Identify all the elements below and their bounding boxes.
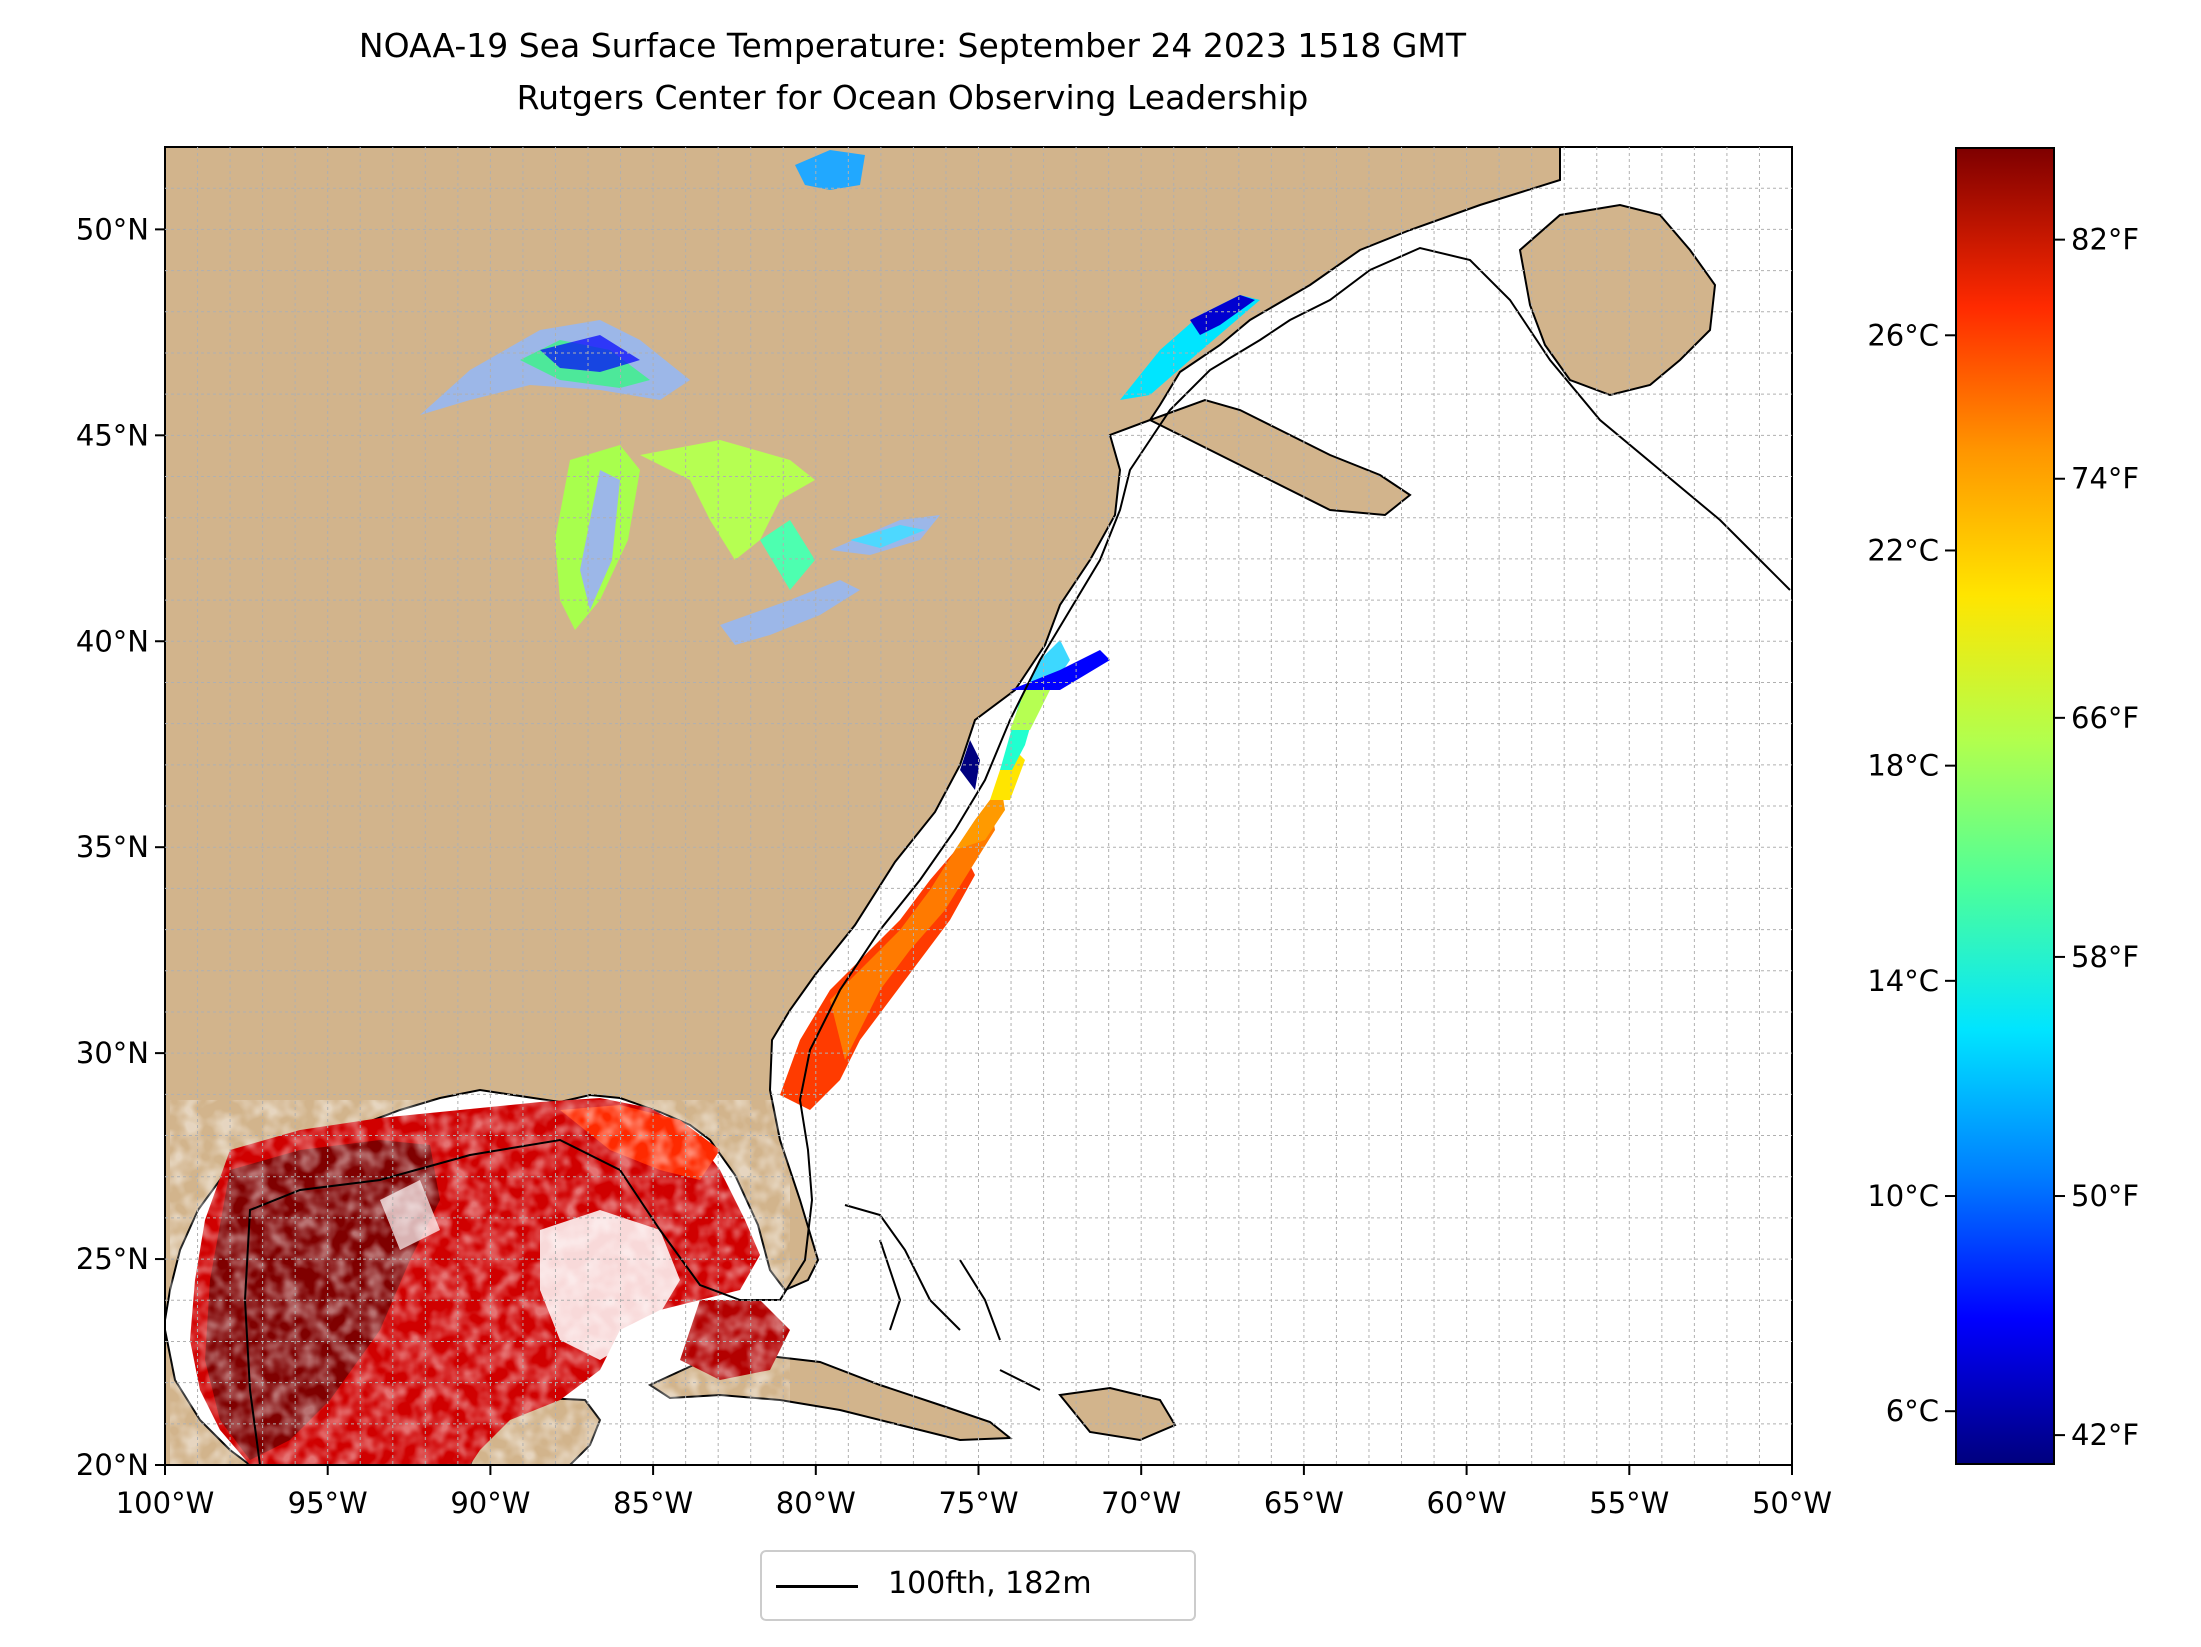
land-newfoundland bbox=[1518, 203, 1717, 397]
y-tick-label: 40°N bbox=[76, 624, 149, 658]
graticule bbox=[165, 147, 1792, 1465]
y-tick-label: 20°N bbox=[76, 1448, 149, 1482]
gulf-of-mexico-sst bbox=[170, 1098, 790, 1465]
y-tick-label: 45°N bbox=[76, 418, 149, 452]
x-tick-label: 80°W bbox=[776, 1486, 856, 1520]
x-tick-label: 95°W bbox=[288, 1486, 368, 1520]
hudson-bay-fragment bbox=[795, 150, 865, 190]
y-tick-label: 25°N bbox=[76, 1242, 149, 1276]
colorbar-fahrenheit-label: 50°F bbox=[2071, 1179, 2139, 1213]
colorbar-celsius-label: 14°C bbox=[1867, 964, 1939, 998]
land-nova-scotia bbox=[1147, 398, 1412, 517]
x-tick-label: 100°W bbox=[116, 1486, 215, 1520]
atlantic-coastal-sst bbox=[780, 640, 1110, 1110]
colorbar-celsius-label: 22°C bbox=[1867, 533, 1939, 567]
x-tick-label: 65°W bbox=[1264, 1486, 1344, 1520]
colorbar-fahrenheit-label: 74°F bbox=[2071, 462, 2139, 496]
colorbar-celsius-label: 18°C bbox=[1867, 749, 1939, 783]
colorbar-celsius-label: 6°C bbox=[1886, 1394, 1939, 1428]
map-subtitle: Rutgers Center for Ocean Observing Leade… bbox=[516, 78, 1309, 117]
colorbar-fahrenheit-label: 66°F bbox=[2071, 701, 2139, 735]
x-tick-label: 85°W bbox=[613, 1486, 693, 1520]
x-tick-label: 50°W bbox=[1752, 1486, 1832, 1520]
isobath-100fth bbox=[243, 246, 1791, 1465]
x-tick-label: 90°W bbox=[450, 1486, 530, 1520]
colorbar bbox=[1955, 147, 2055, 1465]
map-body bbox=[165, 147, 1791, 1465]
legend-label: 100fth, 182m bbox=[888, 1566, 1092, 1601]
colorbar-celsius-label: 10°C bbox=[1867, 1179, 1939, 1213]
x-tick-label: 75°W bbox=[938, 1486, 1018, 1520]
y-tick-label: 30°N bbox=[76, 1036, 149, 1070]
map-title: NOAA-19 Sea Surface Temperature: Septemb… bbox=[358, 26, 1467, 65]
y-tick-label: 35°N bbox=[76, 830, 149, 864]
land-bahamas bbox=[844, 1204, 1041, 1391]
x-axis-ticks: 100°W 95°W 90°W 85°W 80°W 75°W 70°W 65°W 60°W 55°… bbox=[116, 1465, 1832, 1520]
colorbar-ticks: 6°C 10°C 14°C 18°C 22°C 26°C 42°F 50°F 58°F 66°F 7… bbox=[1867, 223, 2139, 1452]
great-lakes bbox=[420, 320, 940, 645]
land-hispaniola bbox=[1058, 1386, 1177, 1442]
x-tick-label: 70°W bbox=[1101, 1486, 1181, 1520]
y-tick-label: 50°N bbox=[76, 212, 149, 246]
y-axis-ticks: 20°N 25°N 30°N 35°N 40°N 45°N 50°N bbox=[76, 212, 165, 1482]
x-tick-label: 55°W bbox=[1589, 1486, 1669, 1520]
legend: 100fth, 182m bbox=[760, 1550, 1196, 1621]
legend-line-swatch bbox=[776, 1585, 858, 1588]
x-tick-label: 60°W bbox=[1427, 1486, 1507, 1520]
colorbar-fahrenheit-label: 42°F bbox=[2071, 1418, 2139, 1452]
colorbar-celsius-label: 26°C bbox=[1867, 318, 1939, 352]
colorbar-fahrenheit-label: 82°F bbox=[2071, 223, 2139, 257]
colorbar-fahrenheit-label: 58°F bbox=[2071, 940, 2139, 974]
